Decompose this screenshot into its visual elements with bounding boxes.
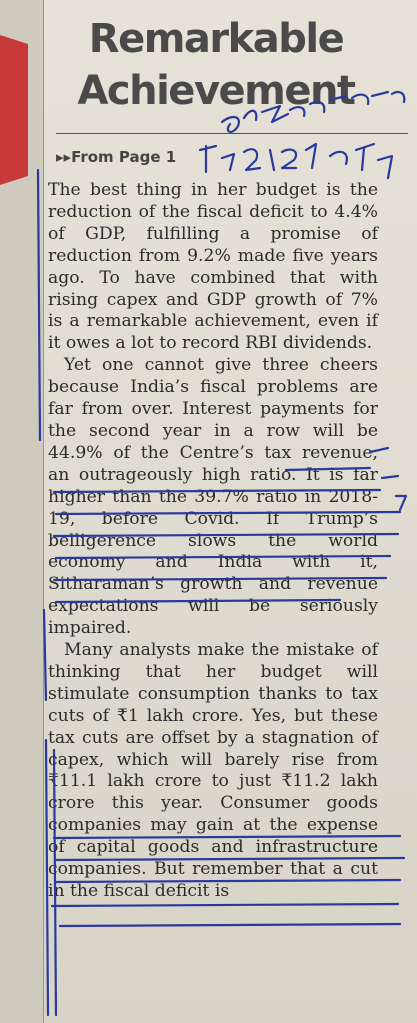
- red-graphic-fragment: [0, 35, 28, 185]
- headline-line-1: Remarkable: [88, 16, 345, 62]
- column-divider: [43, 0, 44, 1023]
- headline-rule: [56, 133, 408, 134]
- paragraph-3: Many analysts make the mistake of thinki…: [48, 640, 378, 901]
- continuation-label: ▸▸From Page 1: [56, 148, 176, 166]
- headline-line-2: Achievement: [77, 68, 356, 114]
- from-page-text: From Page 1: [71, 148, 177, 166]
- double-arrow-icon: ▸▸: [56, 148, 72, 166]
- article-body: The best thing in her budget is the redu…: [48, 180, 378, 903]
- paragraph-1: The best thing in her budget is the redu…: [48, 180, 378, 354]
- paragraph-2: Yet one cannot give three cheers because…: [48, 355, 378, 639]
